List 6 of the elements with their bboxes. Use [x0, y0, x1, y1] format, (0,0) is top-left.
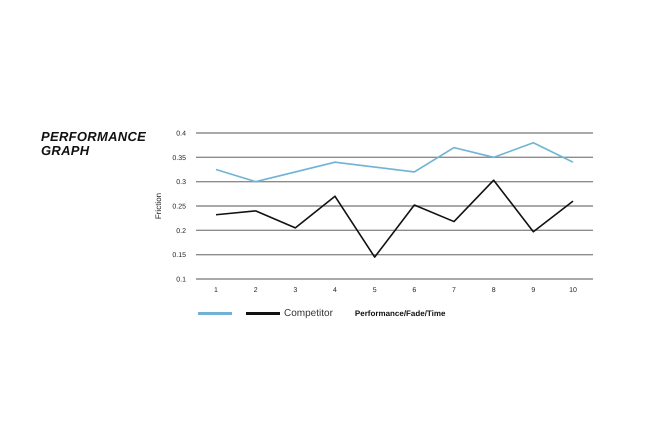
line-series	[215, 142, 574, 182]
x-axis-title: Performance/Fade/Time	[354, 309, 446, 318]
legend-label: Competitor	[284, 308, 333, 319]
chart-title: PERFORMANCE GRAPH	[41, 129, 148, 158]
y-axis-title: Friction	[154, 192, 163, 220]
line-series	[215, 179, 574, 258]
